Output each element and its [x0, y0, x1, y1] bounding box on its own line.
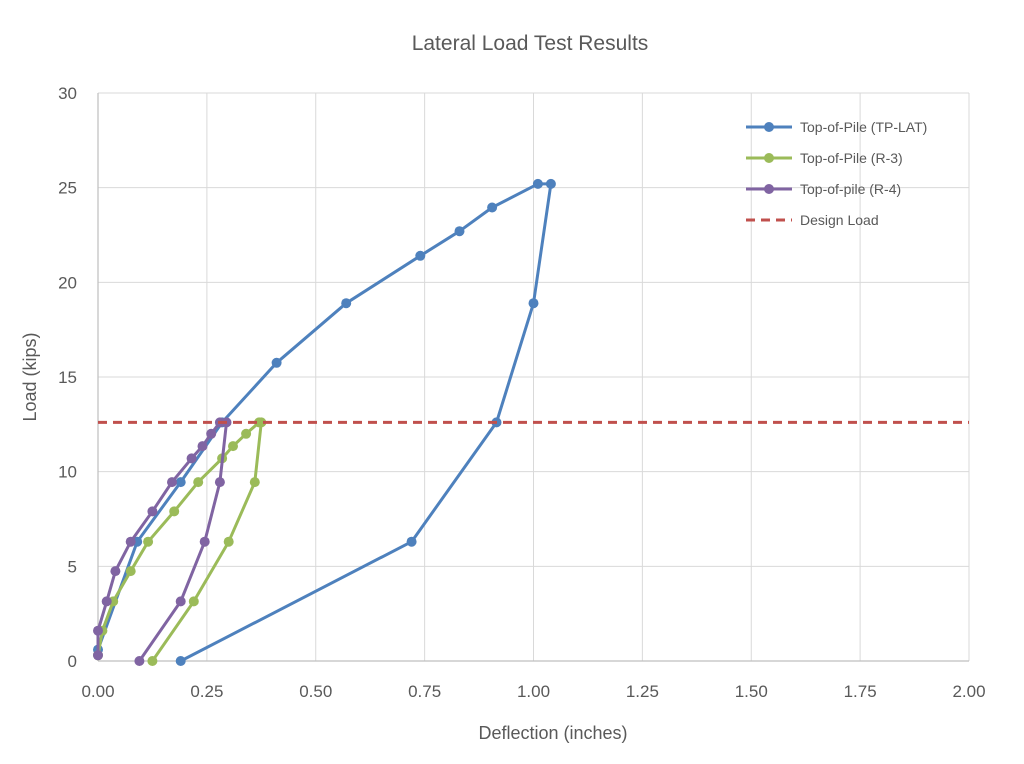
- legend-label: Top-of-Pile (TP-LAT): [800, 119, 927, 135]
- data-point: [532, 178, 543, 189]
- series-line: [96, 420, 263, 662]
- legend-label: Design Load: [800, 212, 879, 228]
- x-tick-label: 0.50: [299, 682, 332, 701]
- series-top-of-pile-r-4: [93, 417, 232, 666]
- data-point: [249, 477, 260, 488]
- x-tick-label: 1.75: [844, 682, 877, 701]
- data-point: [147, 506, 158, 517]
- data-point: [415, 250, 426, 261]
- data-point: [528, 298, 539, 309]
- data-point: [110, 566, 121, 577]
- data-point: [101, 596, 112, 607]
- data-point: [169, 506, 180, 517]
- data-point: [487, 202, 498, 213]
- data-point: [143, 536, 154, 547]
- y-tick-label: 5: [68, 557, 77, 576]
- x-tick-label: 0.25: [190, 682, 223, 701]
- legend-item: Top-of-Pile (R-3): [746, 150, 903, 166]
- legend-item: Top-of-Pile (TP-LAT): [746, 119, 927, 135]
- data-point: [406, 536, 417, 547]
- data-point: [271, 357, 282, 368]
- data-point: [175, 656, 186, 666]
- legend-marker: [764, 153, 774, 163]
- series-line: [96, 420, 228, 662]
- data-point: [175, 596, 186, 607]
- data-point: [199, 536, 210, 547]
- data-point: [188, 596, 199, 607]
- gridlines: [97, 92, 970, 662]
- data-point: [545, 178, 556, 189]
- legend-label: Top-of-Pile (R-3): [800, 150, 903, 166]
- axes: [97, 93, 969, 662]
- x-tick-label: 1.25: [626, 682, 659, 701]
- legend-item: Top-of-pile (R-4): [746, 181, 901, 197]
- data-point: [167, 477, 177, 488]
- y-tick-label: 0: [68, 652, 77, 671]
- y-tick-label: 25: [58, 179, 77, 198]
- data-point: [147, 656, 158, 666]
- x-tick-label: 2.00: [952, 682, 985, 701]
- tick-labels: 0.00 0.25 0.50 0.75 1.00 1.25 1.50 1.75 2.00 0 5 10…: [58, 84, 985, 701]
- y-tick-label: 15: [58, 368, 77, 387]
- legend-marker: [764, 184, 774, 194]
- data-point: [223, 536, 234, 547]
- data-point: [125, 566, 136, 577]
- data-point: [186, 453, 197, 464]
- data-point: [125, 536, 136, 547]
- legend-item: Design Load: [746, 212, 879, 228]
- data-point: [175, 477, 186, 488]
- y-tick-label: 20: [58, 273, 77, 292]
- legend: Top-of-Pile (TP-LAT) Top-of-Pile (R-3) Top…: [746, 119, 927, 228]
- data-point: [454, 226, 465, 237]
- data-point: [214, 477, 225, 488]
- y-tick-label: 30: [58, 84, 77, 103]
- data-point: [256, 417, 267, 428]
- data-point: [93, 625, 103, 636]
- x-tick-label: 1.50: [735, 682, 768, 701]
- x-tick-label: 1.00: [517, 682, 550, 701]
- x-tick-label: 0.75: [408, 682, 441, 701]
- data-point: [228, 441, 238, 452]
- y-axis-title: Load (kips): [20, 332, 40, 421]
- data-point: [197, 441, 208, 452]
- data-point: [93, 650, 103, 661]
- chart-title: Lateral Load Test Results: [412, 32, 649, 55]
- data-point: [241, 428, 252, 439]
- y-tick-label: 10: [58, 463, 77, 482]
- series-layer: [93, 178, 969, 666]
- legend-label: Top-of-pile (R-4): [800, 181, 901, 197]
- data-point: [341, 298, 352, 309]
- data-point: [193, 477, 204, 488]
- legend-marker: [764, 122, 774, 132]
- x-tick-label: 0.00: [81, 682, 114, 701]
- data-point: [134, 656, 145, 666]
- data-point: [206, 428, 217, 439]
- x-axis-title: Deflection (inches): [478, 723, 627, 743]
